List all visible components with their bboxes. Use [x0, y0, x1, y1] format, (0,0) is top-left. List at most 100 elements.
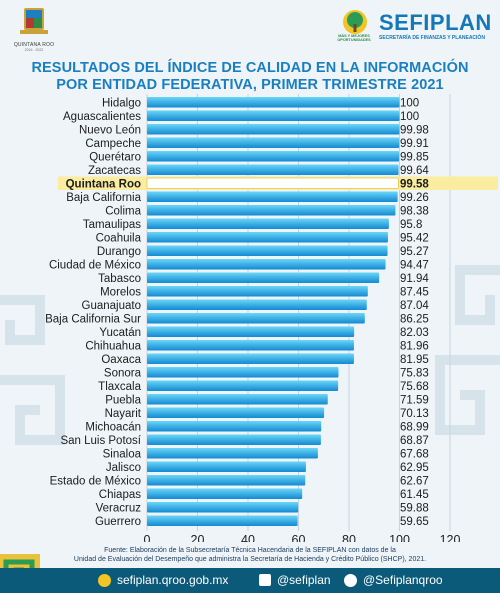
sefiplan-logo: MÁS Y MEJORES OPORTUNIDADES SEFIPLAN SEC…: [333, 6, 493, 48]
category-label: Hidalgo: [102, 97, 141, 109]
footer-twitter[interactable]: @Sefiplanqroo: [344, 573, 443, 587]
bar: [147, 232, 388, 243]
category-label: Campeche: [85, 138, 141, 150]
value-label: 99.85: [400, 151, 429, 163]
x-tick-label: 120: [440, 533, 461, 542]
source-line2: Unidad de Evaluación del Desempeño que a…: [73, 556, 427, 563]
category-label: Zacatecas: [88, 165, 141, 177]
footer-facebook[interactable]: @sefiplan: [259, 573, 331, 587]
x-tick-label: 60: [292, 533, 306, 542]
value-label: 99.98: [400, 124, 429, 136]
category-label: Oaxaca: [101, 354, 141, 366]
bar: [147, 461, 306, 472]
bar: [147, 515, 298, 526]
twitter-icon: [344, 573, 357, 587]
bar: [147, 475, 306, 486]
bar: [147, 353, 354, 364]
bar: [147, 380, 339, 391]
value-label: 75.83: [400, 367, 429, 379]
bar: [147, 367, 339, 378]
source-note: Fuente: Elaboración de la Subsecretaría …: [0, 546, 500, 564]
footer-bar: sefiplan.qroo.gob.mx @sefiplan @Sefiplan…: [0, 568, 500, 593]
value-label: 98.38: [400, 205, 429, 217]
category-label: Veracruz: [96, 502, 142, 514]
category-label: Baja California: [66, 192, 141, 204]
value-label: 100: [400, 97, 419, 109]
category-label: Guanajuato: [82, 300, 141, 312]
website-link[interactable]: sefiplan.qroo.gob.mx: [117, 573, 229, 587]
facebook-handle[interactable]: @sefiplan: [277, 573, 331, 587]
twitter-handle[interactable]: @Sefiplanqroo: [363, 573, 443, 587]
value-label: 91.94: [400, 273, 429, 285]
value-label: 100: [400, 111, 419, 123]
right-logo-tagline: MÁS Y MEJORES OPORTUNIDADES: [337, 34, 371, 42]
sefiplan-title: SEFIPLAN: [379, 10, 492, 35]
chart-title-line2: POR ENTIDAD FEDERATIVA, PRIMER TRIMESTRE…: [56, 77, 444, 93]
bar: [147, 502, 299, 513]
bar: [147, 259, 386, 270]
sefiplan-subtitle: SECRETARÍA DE FINANZAS Y PLANEACIÓN: [379, 35, 485, 41]
bar: [147, 313, 365, 324]
bar: [147, 286, 368, 297]
bar: [146, 177, 399, 189]
header: QUINTANA ROO 2016 - 2022 MÁS Y MEJORES O…: [0, 0, 500, 56]
x-tick-label: 0: [144, 533, 151, 542]
bar: [147, 448, 318, 459]
value-label: 94.47: [400, 259, 429, 271]
left-logo-date: 2016 - 2022: [24, 48, 44, 52]
category-label: Querétaro: [89, 151, 141, 163]
value-label: 99.91: [400, 138, 429, 150]
category-label: Baja California Sur: [45, 313, 141, 325]
bar: [147, 164, 399, 175]
facebook-icon: [259, 574, 271, 586]
category-label: Sinaloa: [103, 448, 142, 460]
bar: [147, 434, 321, 445]
bar: [147, 340, 354, 351]
value-label: 87.45: [400, 286, 429, 298]
category-label: Tamaulipas: [83, 219, 141, 231]
category-label: Chiapas: [99, 489, 141, 501]
bar: [147, 124, 400, 135]
bar: [147, 137, 400, 148]
left-logo-name: QUINTANA ROO: [13, 42, 55, 48]
category-label: Tabasco: [98, 273, 141, 285]
bar: [147, 245, 388, 256]
category-label: Guerrero: [95, 516, 141, 528]
category-label: Michoacán: [85, 421, 141, 433]
value-label: 59.88: [400, 502, 429, 514]
value-label: 99.26: [400, 192, 429, 204]
bar: [147, 205, 396, 216]
quintana-roo-logo: QUINTANA ROO 2016 - 2022: [14, 4, 54, 54]
chart-title-line1: RESULTADOS DEL ÍNDICE DE CALIDAD EN LA I…: [31, 60, 469, 76]
x-tick-label: 100: [389, 533, 410, 542]
value-label: 68.87: [400, 435, 429, 447]
bar-chart: Hidalgo 100 Aguascalientes 100 Nuevo León 99.…: [45, 94, 498, 542]
value-label: 70.13: [400, 408, 429, 420]
value-label: 99.64: [400, 165, 429, 177]
bar: [147, 272, 380, 283]
value-label: 71.59: [400, 394, 429, 406]
value-label: 75.68: [400, 381, 429, 393]
x-tick-label: 20: [191, 533, 205, 542]
bar: [147, 151, 400, 162]
value-label: 62.95: [400, 462, 429, 474]
bar: [147, 218, 389, 229]
category-label: Nuevo León: [79, 124, 141, 136]
value-label: 87.04: [400, 300, 429, 312]
coat-of-arms-icon: [20, 8, 48, 34]
footer-website[interactable]: sefiplan.qroo.gob.mx: [98, 573, 228, 587]
x-tick-label: 40: [241, 533, 255, 542]
category-label: Jalisco: [106, 462, 141, 474]
bar: [147, 407, 325, 418]
category-label: Quintana Roo: [66, 178, 141, 190]
category-label: Nayarit: [105, 408, 142, 420]
value-label: 61.45: [400, 489, 429, 501]
value-label: 95.27: [400, 246, 429, 258]
category-label: Estado de México: [50, 475, 141, 487]
bar: [147, 299, 367, 310]
bar: [147, 488, 303, 499]
category-label: Colima: [105, 205, 141, 217]
category-label: Durango: [97, 246, 141, 258]
value-label: 67.68: [400, 448, 429, 460]
